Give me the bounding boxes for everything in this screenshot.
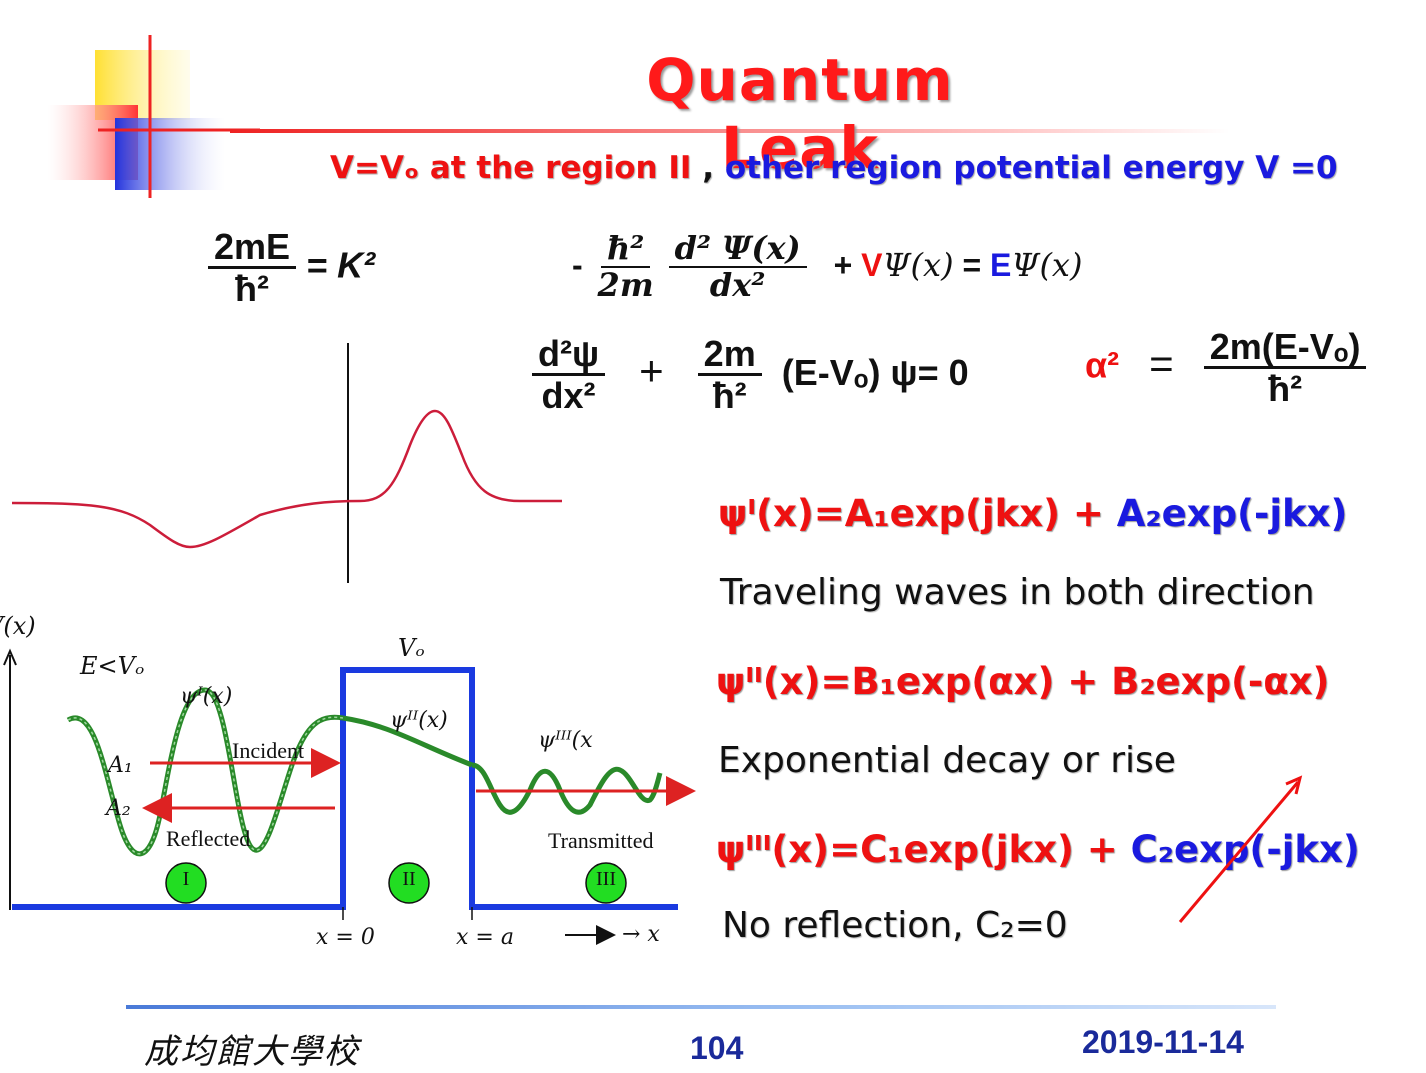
hbar2-term: ħ² — [712, 374, 747, 416]
x0-label: x = 0 — [316, 925, 375, 950]
barrier-diagram — [3, 648, 696, 945]
schr-E: E — [990, 246, 1012, 283]
schr-plus: + — [833, 246, 853, 283]
k-rhs: = K² — [306, 244, 376, 286]
xa-label: x = a — [456, 925, 514, 950]
reflected-label: Reflected — [166, 826, 251, 851]
x-axis-label: → x — [622, 922, 660, 947]
d2psi-term: d²ψ — [532, 335, 606, 376]
region-2-label: II — [402, 868, 416, 890]
schr-dx2: dx² — [709, 265, 766, 304]
solution-1-blue: A₂exp(-jkx) — [1116, 492, 1348, 535]
slide-subtitle: V=Vₒ at the region II , other region pot… — [330, 150, 1338, 186]
alpha-numerator: 2m(E-Vₒ) — [1203, 328, 1367, 369]
plus-sign: + — [639, 346, 664, 394]
corner-decoration — [0, 0, 260, 210]
solution-1-desc: Traveling waves in both direction — [720, 572, 1315, 613]
ev-term: (E-Vₒ) ψ= 0 — [781, 351, 969, 393]
twom-term: 2m — [697, 335, 762, 376]
psi1-label: ψᴵ(x) — [180, 684, 233, 709]
alpha-denominator: ħ² — [1268, 367, 1303, 409]
subtitle-red: V=Vₒ at the region II — [330, 150, 692, 186]
energy-label: E<Vₒ — [80, 652, 145, 680]
subtitle-sep: , — [691, 150, 725, 186]
solution-1-plus: + — [1060, 492, 1117, 535]
alpha-equals: = — [1149, 339, 1174, 387]
strike-through-mark — [1178, 775, 1303, 923]
solution-region-3: ψᴵᴵᴵ(x)=C₁exp(jkx) + C₂exp(-jkx) — [716, 828, 1360, 871]
schrodinger-equation: - ħ² 2m d² Ψ(x) dx² + VΨ(x) = EΨ(x) — [572, 231, 1083, 304]
solution-region-1: ψᴵ(x)=A₁exp(jkx) + A₂exp(-jkx) — [718, 492, 1347, 535]
title-underline — [230, 129, 1230, 133]
schr-d2psi: d² Ψ(x) — [668, 231, 807, 268]
solution-1-red: ψᴵ(x)=A₁exp(jkx) — [718, 492, 1060, 535]
region2-equation: d²ψ dx² + 2m ħ² (E-Vₒ) ψ= 0 — [532, 335, 969, 415]
k-denominator: ħ² — [235, 267, 270, 309]
solution-region-2: ψᴵᴵ(x)=B₁exp(αx) + B₂exp(-αx) — [716, 660, 1329, 703]
solution-2-red: ψᴵᴵ(x)=B₁exp(αx) + B₂exp(-αx) — [716, 660, 1330, 703]
page-number: 104 — [690, 1030, 744, 1066]
schr-hbar2: ħ² — [600, 231, 651, 268]
schr-psi2: Ψ(x) — [1011, 245, 1083, 284]
alpha-equation: α² = 2m(E-Vₒ) ħ² — [1085, 328, 1367, 409]
slide-date: 2019-11-14 — [1082, 1024, 1244, 1060]
schr-minus: - — [572, 246, 583, 283]
psi2-label: ψᴵᴵ(x) — [390, 708, 448, 733]
dx2-term: dx² — [541, 374, 596, 416]
region-3-label: III — [596, 868, 616, 890]
transmitted-label: Transmitted — [548, 828, 654, 853]
region-1-label: I — [182, 868, 190, 890]
a2-label: A₂ — [106, 796, 131, 821]
solution-2-desc: Exponential decay or rise — [718, 740, 1176, 781]
schr-psi: Ψ(x) — [882, 245, 954, 284]
footer-rule — [126, 1005, 1276, 1009]
schr-eq: = — [953, 246, 991, 283]
k-numerator: 2mE — [208, 228, 297, 269]
slide-title: Quantum Leak — [646, 46, 954, 182]
solution-3-plus: + — [1073, 828, 1131, 871]
schr-V: V — [861, 246, 883, 283]
wave-packet-sketch — [11, 343, 562, 583]
alpha-squared: α² — [1085, 344, 1120, 386]
solution-3-blue: C₂exp(-jkx) — [1130, 828, 1360, 871]
psi3-label: ψᴵᴵᴵ(x — [538, 728, 593, 753]
v-axis-label: V(x) — [0, 612, 36, 640]
subtitle-blue: other region potential energy V =0 — [724, 150, 1338, 186]
a1-label: A₁ — [108, 753, 133, 778]
schr-2m: 2m — [597, 265, 654, 304]
incident-label: Incident — [232, 738, 305, 763]
k-equation: 2mE ħ² = K² — [208, 228, 375, 308]
solution-3-red: ψᴵᴵᴵ(x)=C₁exp(jkx) — [716, 828, 1074, 871]
school-name: 成均館大學校 — [144, 1032, 360, 1072]
vo-label: Vₒ — [398, 634, 425, 662]
solution-3-desc: No reflection, C₂=0 — [722, 905, 1068, 946]
